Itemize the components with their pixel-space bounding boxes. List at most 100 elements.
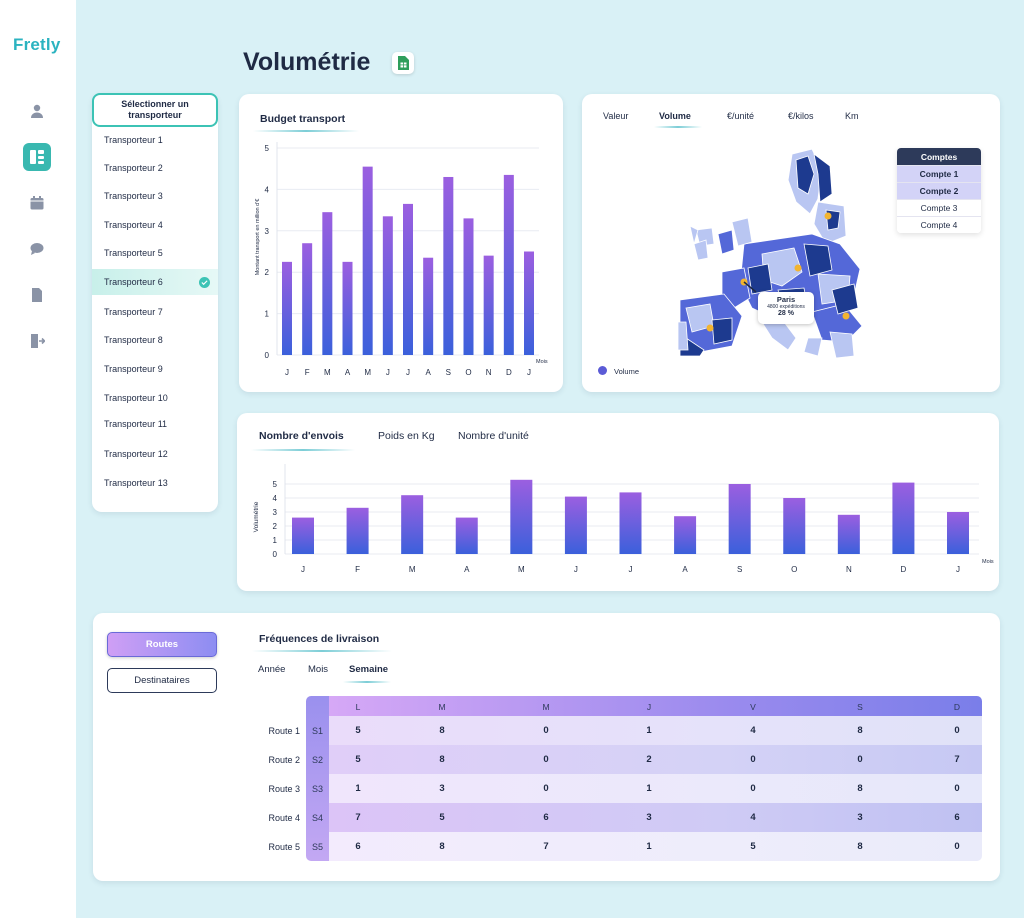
table-cell: 0 (543, 754, 549, 765)
map-tab[interactable]: €/kilos (788, 111, 814, 121)
tooltip-detail: 4800 expéditions (767, 304, 805, 310)
carrier-item[interactable]: Transporteur 6 (92, 269, 218, 295)
y-axis-label: Montant transport en million d'€ (255, 199, 261, 276)
carrier-item[interactable]: Transporteur 10 (104, 393, 168, 403)
map-tab[interactable]: Volume (659, 111, 691, 121)
carrier-item[interactable]: Transporteur 12 (104, 449, 168, 459)
map-tab[interactable]: Km (845, 111, 859, 121)
carrier-item[interactable]: Transporteur 8 (104, 335, 163, 345)
y-tick-label: 1 (265, 310, 270, 319)
table-row (329, 745, 982, 774)
x-tick-label: J (574, 565, 578, 574)
carrier-item[interactable]: Transporteur 7 (104, 307, 163, 317)
table-cell: 6 (543, 812, 549, 823)
y-tick-label: 4 (265, 185, 270, 194)
recipients-button[interactable]: Destinataires (107, 668, 217, 693)
shipments-active-tab-underline (251, 449, 355, 451)
frequency-tab[interactable]: Mois (308, 664, 329, 675)
table-cell: 8 (857, 783, 863, 794)
budget-chart-card: Budget transport 0 1 2 3 4 5 J F M A M J J A S O N D J Mois… (239, 94, 563, 392)
x-tick-label: A (464, 565, 470, 574)
carrier-item[interactable]: Transporteur 2 (104, 163, 163, 173)
route-label[interactable]: Route 4 (268, 813, 300, 823)
table-cell: 0 (750, 754, 756, 765)
document-icon[interactable] (23, 281, 51, 309)
dashboard-icon[interactable] (23, 143, 51, 171)
bar (463, 218, 474, 355)
frequency-tab[interactable]: Semaine (349, 664, 389, 675)
x-tick-label: A (425, 368, 431, 377)
route-label[interactable]: Route 3 (268, 784, 300, 794)
map-tab[interactable]: €/unité (727, 111, 755, 121)
map-tab[interactable]: Valeur (603, 111, 629, 121)
y-tick-label: 3 (273, 508, 278, 517)
table-cell: 2 (646, 754, 652, 765)
table-cell: 3 (439, 783, 445, 794)
route-label[interactable]: Route 2 (268, 755, 300, 765)
frequencies-title-underline (252, 650, 392, 652)
x-tick-label: S (446, 368, 451, 377)
calendar-icon[interactable] (23, 189, 51, 217)
y-tick-label: 2 (273, 522, 278, 531)
account-option[interactable]: Compte 1 (897, 165, 981, 182)
bar (382, 216, 393, 355)
map-active-tab-underline (654, 126, 702, 128)
day-header: D (953, 702, 961, 712)
frequency-tab[interactable]: Année (258, 664, 286, 675)
spreadsheet-export-icon[interactable] (392, 52, 414, 74)
table-cell: 7 (355, 812, 361, 823)
carrier-selector-header[interactable]: Sélectionner un transporteur (92, 93, 218, 127)
europe-map[interactable] (582, 94, 1000, 392)
x-tick-label: M (364, 368, 371, 377)
table-cell: 6 (954, 812, 960, 823)
table-cell: 0 (543, 783, 549, 794)
route-label[interactable]: Route 5 (268, 842, 300, 852)
x-tick-label: J (527, 368, 531, 377)
x-tick-label: N (846, 565, 852, 574)
accounts-header: Comptes (897, 148, 981, 165)
bar (282, 261, 292, 355)
shipments-tab[interactable]: Poids en Kg (378, 430, 435, 442)
tooltip-city: Paris (776, 295, 796, 304)
carrier-item[interactable]: Transporteur 1 (104, 135, 163, 145)
carrier-item[interactable]: Transporteur 13 (104, 478, 168, 488)
bar (892, 482, 915, 554)
account-option[interactable]: Compte 2 (897, 182, 981, 199)
y-tick-label: 3 (265, 227, 270, 236)
shipments-tab[interactable]: Nombre d'unité (458, 430, 529, 442)
table-row (329, 832, 982, 861)
account-option[interactable]: Compte 3 (897, 199, 981, 216)
shipments-tab[interactable]: Nombre d'envois (259, 430, 344, 442)
table-cell: 1 (646, 841, 652, 852)
bar (524, 251, 534, 355)
routes-button[interactable]: Routes (107, 632, 217, 657)
route-label[interactable]: Route 1 (268, 726, 300, 736)
table-cell: 1 (646, 725, 652, 736)
budget-title-underline (253, 130, 359, 132)
bar (302, 243, 313, 355)
account-option[interactable]: Compte 4 (897, 216, 981, 233)
chat-icon[interactable] (23, 235, 51, 263)
y-tick-label: 0 (273, 550, 278, 559)
x-tick-label: J (956, 565, 960, 574)
y-tick-label: 1 (273, 536, 278, 545)
logout-icon[interactable] (23, 327, 51, 355)
frequencies-title: Fréquences de livraison (259, 633, 380, 645)
tooltip-percent: 28 % (778, 310, 794, 317)
budget-chart-title: Budget transport (260, 113, 346, 125)
table-cell: 8 (439, 725, 445, 736)
week-label: S3 (311, 784, 323, 794)
user-icon[interactable] (23, 97, 51, 125)
carrier-item[interactable]: Transporteur 3 (104, 191, 163, 201)
carrier-item[interactable]: Transporteur 5 (104, 248, 163, 258)
accounts-dropdown: Comptes Compte 1 Compte 2 Compte 3 Compte 4 (897, 148, 981, 233)
table-cell: 0 (954, 783, 960, 794)
legend-volume-label: Volume (614, 367, 640, 376)
table-cell: 8 (857, 725, 863, 736)
carrier-item[interactable]: Transporteur 11 (104, 419, 168, 429)
carrier-item[interactable]: Transporteur 9 (104, 364, 163, 374)
bar (783, 498, 806, 554)
bar (342, 261, 353, 355)
logo: Fretly (13, 35, 61, 54)
carrier-item[interactable]: Transporteur 4 (104, 220, 163, 230)
